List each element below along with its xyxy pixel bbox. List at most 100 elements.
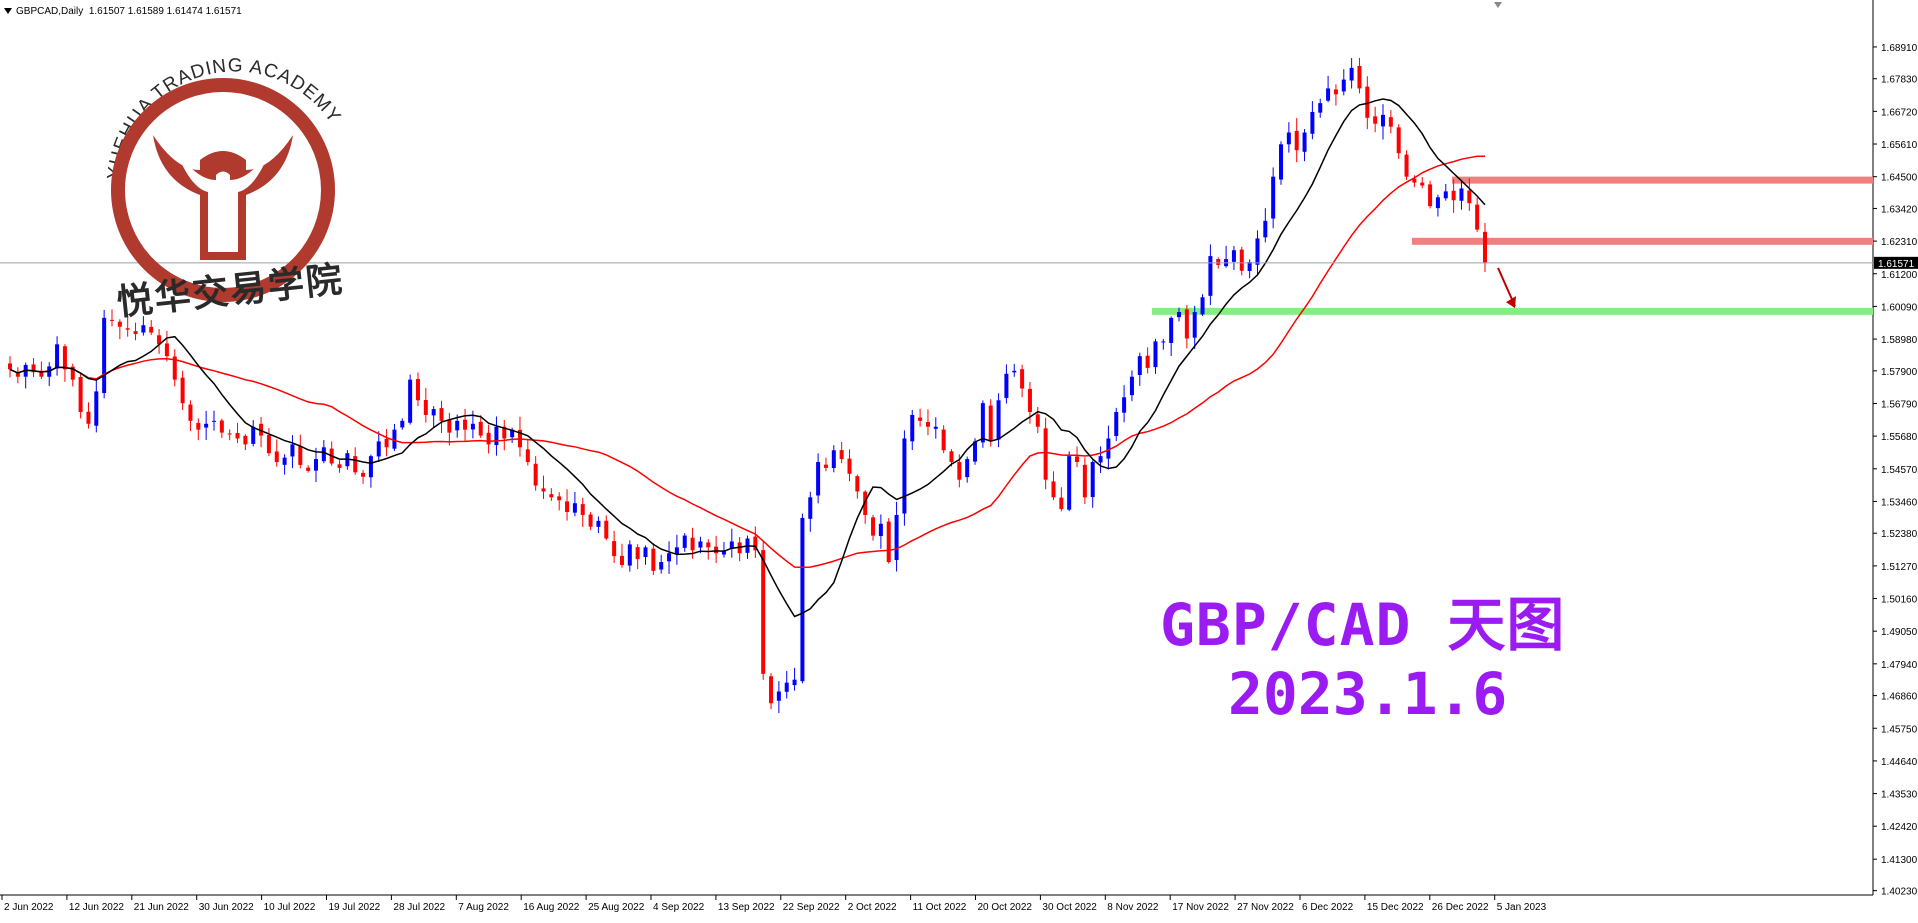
bull-candle bbox=[251, 426, 256, 444]
bear-candle bbox=[149, 326, 154, 333]
bear-candle bbox=[298, 445, 303, 465]
bull-candle bbox=[1231, 250, 1236, 262]
bear-candle bbox=[1059, 497, 1064, 510]
bear-candle bbox=[839, 450, 844, 460]
bull-candle bbox=[1129, 376, 1134, 396]
bear-candle bbox=[871, 517, 876, 536]
time-tick-label: 25 Aug 2022 bbox=[588, 902, 645, 913]
price-tick-label: 1.56790 bbox=[1881, 399, 1918, 410]
bear-candle bbox=[1412, 178, 1417, 183]
bull-candle bbox=[596, 520, 601, 527]
bull-candle bbox=[643, 547, 648, 558]
bear-candle bbox=[557, 496, 562, 501]
bear-candle bbox=[1388, 117, 1393, 127]
bull-candle bbox=[1067, 456, 1072, 510]
bear-candle bbox=[823, 464, 828, 468]
bear-candle bbox=[70, 366, 75, 380]
bull-candle bbox=[1286, 132, 1291, 145]
time-tick-label: 5 Jan 2023 bbox=[1497, 902, 1547, 913]
bear-candle bbox=[706, 542, 711, 548]
bear-candle bbox=[188, 404, 193, 421]
price-tick-label: 1.47940 bbox=[1881, 660, 1918, 671]
bear-candle bbox=[235, 432, 240, 439]
bull-candle bbox=[1263, 220, 1268, 238]
price-tick-label: 1.53460 bbox=[1881, 497, 1918, 508]
bear-candle bbox=[769, 676, 774, 704]
bull-candle bbox=[1271, 176, 1276, 219]
moving-averages bbox=[9, 98, 1486, 618]
bear-candle bbox=[1420, 182, 1425, 186]
dropdown-triangle-icon[interactable] bbox=[4, 8, 12, 15]
bull-candle bbox=[431, 409, 436, 416]
bear-candle bbox=[1396, 127, 1401, 154]
symbol-label: GBPCAD,Daily bbox=[16, 6, 84, 17]
bear-candle bbox=[109, 319, 114, 321]
price-tick-label: 1.65610 bbox=[1881, 140, 1918, 151]
bear-candle bbox=[1027, 388, 1032, 413]
price-tick-label: 1.61200 bbox=[1881, 270, 1918, 281]
time-tick-label: 2 Oct 2022 bbox=[848, 902, 897, 913]
time-tick-label: 12 Jun 2022 bbox=[69, 902, 124, 913]
time-tick-label: 27 Nov 2022 bbox=[1237, 902, 1294, 913]
time-tick-label: 15 Dec 2022 bbox=[1367, 902, 1424, 913]
bear-candle bbox=[172, 356, 177, 380]
bull-candle bbox=[831, 450, 836, 469]
price-tick-label: 1.55680 bbox=[1881, 432, 1918, 443]
bear-candle bbox=[988, 405, 993, 442]
down-arrow-icon bbox=[1506, 296, 1516, 309]
bull-candle bbox=[1443, 191, 1448, 199]
bear-candle bbox=[886, 521, 891, 563]
resistance-band-lower bbox=[1412, 237, 1873, 245]
time-tick-label: 2 Jun 2022 bbox=[4, 902, 54, 913]
bear-candle bbox=[415, 379, 420, 401]
bear-candle bbox=[925, 422, 930, 427]
bear-candle bbox=[855, 476, 860, 492]
bear-candle bbox=[502, 426, 507, 439]
bear-candle bbox=[651, 548, 656, 571]
bull-candle bbox=[1098, 456, 1103, 463]
bull-candle bbox=[776, 691, 781, 701]
bull-candle bbox=[933, 426, 938, 429]
bear-candle bbox=[86, 411, 91, 424]
bear-candle bbox=[259, 423, 264, 436]
bear-candle bbox=[337, 464, 342, 468]
bear-candle bbox=[1467, 190, 1472, 204]
bear-candle bbox=[384, 438, 389, 448]
bear-candle bbox=[1483, 231, 1487, 263]
time-tick-label: 17 Nov 2022 bbox=[1172, 902, 1229, 913]
scroll-marker-icon[interactable] bbox=[1494, 2, 1502, 8]
time-axis: 2 Jun 2022 12 Jun 2022 21 Jun 2022 30 Jun 2… bbox=[1, 895, 1547, 913]
bull-candle bbox=[721, 550, 726, 555]
bull-candle bbox=[910, 414, 915, 442]
bear-candle bbox=[1357, 65, 1362, 89]
bull-candle bbox=[980, 403, 985, 443]
bear-candle bbox=[918, 417, 923, 421]
time-tick-label: 8 Nov 2022 bbox=[1107, 902, 1159, 913]
bull-candle bbox=[674, 547, 679, 554]
bull-candle bbox=[902, 438, 907, 514]
bull-candle bbox=[392, 429, 397, 449]
bear-candle bbox=[78, 376, 83, 413]
bear-candle bbox=[580, 504, 585, 515]
bull-candle bbox=[816, 462, 821, 496]
bull-candle bbox=[1177, 311, 1182, 318]
bull-candle bbox=[792, 679, 797, 686]
price-tick-label: 1.41300 bbox=[1881, 855, 1918, 866]
bull-candle bbox=[1279, 144, 1284, 180]
bull-candle bbox=[102, 317, 107, 393]
bull-candle bbox=[627, 544, 632, 566]
bull-candle bbox=[1349, 67, 1354, 81]
bull-candle bbox=[282, 457, 287, 465]
current-price-box bbox=[1874, 256, 1918, 269]
bull-candle bbox=[1114, 412, 1119, 436]
price-tick-label: 1.46860 bbox=[1881, 692, 1918, 703]
bull-candle bbox=[368, 456, 373, 478]
bear-candle bbox=[243, 435, 248, 445]
bear-candle bbox=[1373, 116, 1378, 124]
time-tick-label: 19 Jul 2022 bbox=[329, 902, 381, 913]
bull-candle bbox=[698, 541, 703, 548]
bear-candle bbox=[274, 451, 279, 463]
bear-candle bbox=[15, 371, 20, 377]
bull-candle bbox=[1459, 188, 1464, 201]
bull-candle bbox=[1192, 311, 1197, 338]
